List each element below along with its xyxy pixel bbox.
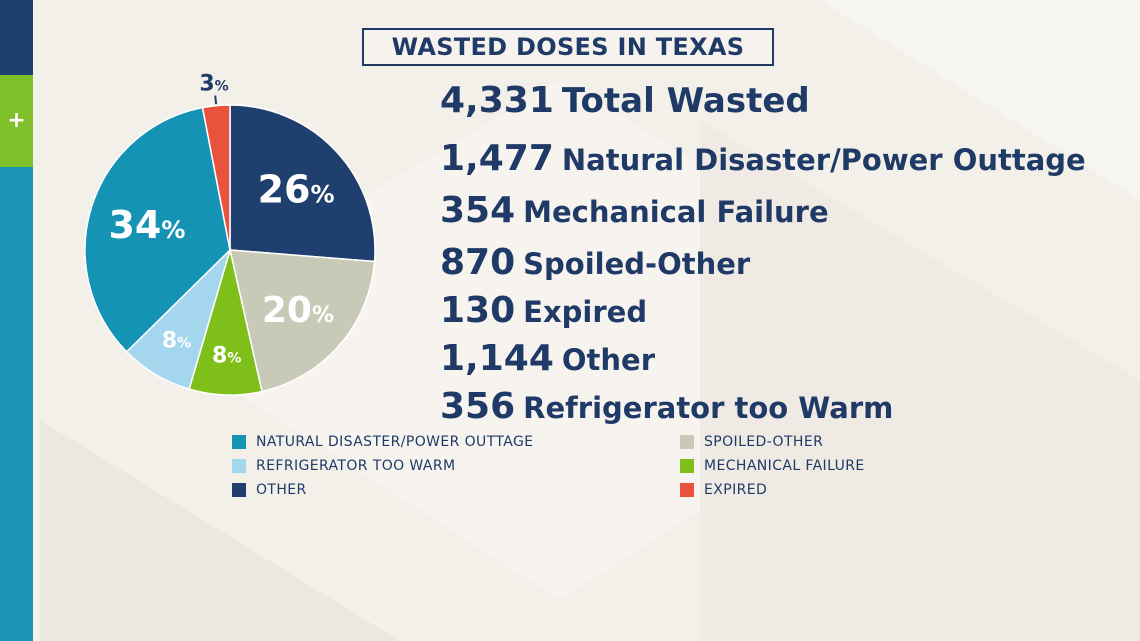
legend-swatch <box>680 435 694 449</box>
legend-label: MECHANICAL FAILURE <box>704 458 865 474</box>
stat-value: 870 <box>440 242 516 283</box>
pie-slice-label: 20% <box>262 290 334 331</box>
stat-label: Spoiled-Other <box>523 247 751 281</box>
stat-value: 1,477 <box>440 138 554 179</box>
chart-legend: NATURAL DISASTER/POWER OUTTAGE REFRIGERA… <box>232 434 912 514</box>
stat-value: 354 <box>440 190 516 231</box>
stat-label: Expired <box>523 295 648 329</box>
stat-spoiled-other: 870 Spoiled-Other <box>440 242 750 283</box>
legend-label: OTHER <box>256 482 307 498</box>
stat-label: Natural Disaster/Power Outtage <box>561 143 1086 177</box>
pie-slice-label: 26% <box>258 168 335 212</box>
sidebar-teal-block <box>0 167 33 641</box>
sidebar-strip: + <box>0 0 33 641</box>
stat-total: 4,331 Total Wasted <box>440 80 810 121</box>
stat-expired: 130 Expired <box>440 290 647 331</box>
stat-value: 1,144 <box>440 338 554 379</box>
stat-value: 356 <box>440 386 516 427</box>
chart-title: WASTED DOSES IN TEXAS <box>362 28 774 66</box>
stat-other: 1,144 Other <box>440 338 655 379</box>
pie-leader-line <box>214 95 218 105</box>
stat-mechanical-failure: 354 Mechanical Failure <box>440 190 829 231</box>
stat-total-value: 4,331 <box>440 80 554 121</box>
legend-item: OTHER <box>232 482 307 498</box>
legend-item: NATURAL DISASTER/POWER OUTTAGE <box>232 434 534 450</box>
pie-slice-label: 3% <box>199 71 228 96</box>
stat-natural-disaster: 1,477 Natural Disaster/Power Outtage <box>440 138 1086 179</box>
legend-item: EXPIRED <box>680 482 767 498</box>
legend-swatch <box>232 435 246 449</box>
stat-refrigerator: 356 Refrigerator too Warm <box>440 386 893 427</box>
legend-item: MECHANICAL FAILURE <box>680 458 865 474</box>
stat-label: Other <box>561 343 656 377</box>
sidebar-navy-block <box>0 0 33 75</box>
legend-label: NATURAL DISASTER/POWER OUTTAGE <box>256 434 534 450</box>
legend-swatch <box>232 459 246 473</box>
legend-item: REFRIGERATOR TOO WARM <box>232 458 455 474</box>
legend-label: SPOILED-OTHER <box>704 434 824 450</box>
legend-swatch <box>680 483 694 497</box>
pie-slice-label: 8% <box>162 328 191 353</box>
pie-slice <box>201 104 231 251</box>
stat-value: 130 <box>440 290 516 331</box>
legend-swatch <box>680 459 694 473</box>
stat-label: Refrigerator too Warm <box>523 391 894 425</box>
legend-swatch <box>232 483 246 497</box>
stat-total-label: Total Wasted <box>561 81 810 121</box>
pie-slice-label: 34% <box>108 203 185 247</box>
legend-label: EXPIRED <box>704 482 768 498</box>
pie-slice <box>229 249 376 393</box>
pie-slice <box>84 106 231 353</box>
legend-item: SPOILED-OTHER <box>680 434 823 450</box>
legend-label: REFRIGERATOR TOO WARM <box>256 458 456 474</box>
pie-slice-label: 8% <box>212 343 241 368</box>
pie-slice <box>229 104 376 263</box>
stat-label: Mechanical Failure <box>523 195 829 229</box>
plus-icon: + <box>0 75 33 167</box>
